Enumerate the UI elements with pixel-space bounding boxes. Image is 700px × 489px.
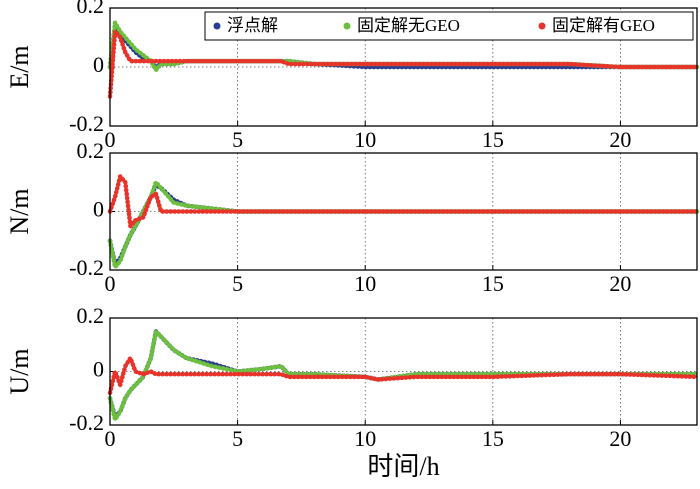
legend-box [204,11,694,41]
y-tick-label: 0.2 [77,303,105,328]
y-tick-label: -0.2 [69,410,104,435]
x-tick-label: 10 [354,271,376,296]
x-tick-label: 20 [609,127,631,152]
legend-label: 固定解有GEO [552,16,655,35]
x-tick-label: 5 [232,426,243,451]
series-line-core [108,181,697,269]
series-line [107,180,700,270]
plot-frame [109,7,698,127]
legend-marker [343,22,351,30]
legend-marker [213,22,221,30]
x-tick-label: 10 [354,127,376,152]
y-tick-label: 0 [93,357,104,382]
series-line-core [108,175,697,228]
x-tick-label: 0 [105,271,116,296]
y-tick-label: 0 [93,52,104,77]
y-axis-label: U/m [5,348,34,394]
legend: 浮点解 固定解无GEO 固定解有GEO [204,11,694,41]
x-tick-label: 15 [482,426,504,451]
x-tick-label: 20 [609,271,631,296]
y-tick-label: 0.2 [77,0,105,18]
x-tick-label: 15 [482,271,504,296]
y-tick-label: 0 [93,197,104,222]
plot-frame [109,152,698,271]
legend-label: 固定解无GEO [357,16,460,35]
x-tick-label: 10 [354,426,376,451]
y-axis-label: N/m [5,188,34,234]
x-tick-label: 5 [232,271,243,296]
plot-frame [109,317,698,426]
legend-marker [538,22,546,30]
x-tick-label: 5 [232,127,243,152]
y-tick-label: -0.2 [69,255,104,280]
y-axis-label: E/m [5,45,34,88]
y-tick-label: 0.2 [77,138,105,163]
x-tick-label: 15 [482,127,504,152]
legend-label: 浮点解 [227,16,278,35]
series-line-core [108,357,698,394]
series-line [107,174,700,229]
series-line-core [108,330,697,421]
y-tick-label: -0.2 [69,111,104,136]
x-tick-label: 0 [105,127,116,152]
x-axis-label: 时间/h [367,452,439,481]
x-tick-label: 20 [609,426,631,451]
series-line-core [108,184,697,266]
series-line-core [108,30,697,97]
x-tick-label: 0 [105,426,116,451]
series-line [107,182,700,267]
